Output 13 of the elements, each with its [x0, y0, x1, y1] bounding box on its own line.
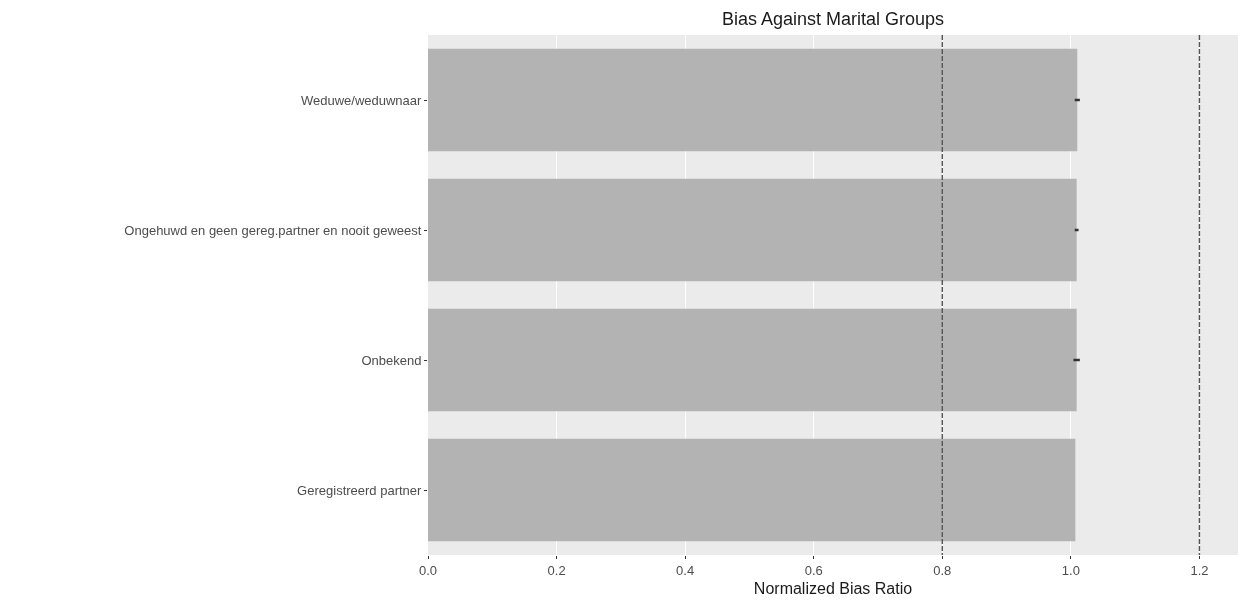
chart-title: Bias Against Marital Groups	[721, 8, 945, 29]
x-tick-label: 0.0	[418, 562, 438, 578]
x-tick-label: 0.2	[547, 562, 566, 578]
x-tick-label: 0.6	[804, 562, 823, 578]
y-tick-label: Ongehuwd en geen gereg.partner en nooit geweest	[124, 222, 422, 238]
x-tick-label: 0.8	[933, 562, 952, 578]
y-tick-label: Onbekend	[361, 352, 422, 368]
x-tick-label: 1.2	[1190, 562, 1209, 578]
x-tick-label: 1.0	[1061, 562, 1080, 578]
x-tick-label: 0.4	[676, 562, 695, 578]
y-tick-label: Weduwe/weduwnaar	[300, 92, 423, 108]
y-tick-label: Geregistreerd partner	[297, 482, 423, 498]
x-axis-title: Normalized Bias Ratio	[753, 580, 913, 598]
